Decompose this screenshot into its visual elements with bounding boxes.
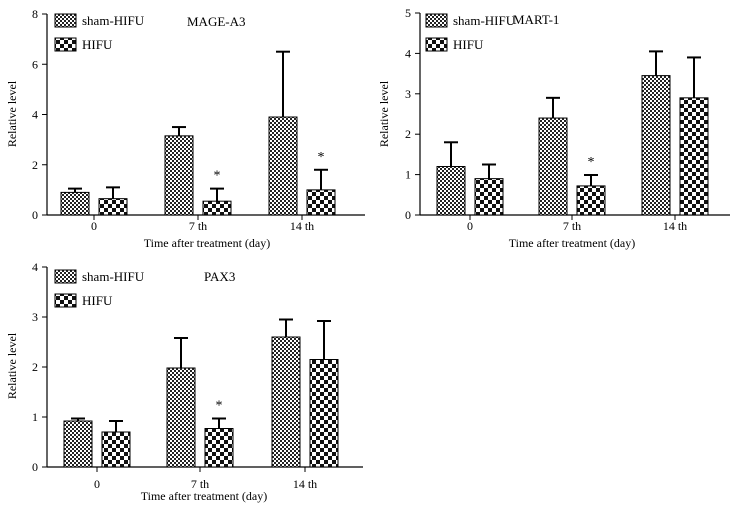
x-tick-label: 7 th (563, 219, 581, 233)
x-axis-label: Time after treatment (day) (141, 489, 268, 503)
legend-label: sham-HIFU (453, 13, 516, 28)
y-tick-label: 4 (32, 260, 38, 274)
legend-swatch (54, 37, 77, 52)
legend-label: sham-HIFU (82, 269, 145, 284)
y-tick-label: 0 (32, 460, 38, 474)
bar-sham-hifu (436, 166, 466, 216)
significance-star: * (216, 399, 223, 414)
bar-hifu (576, 185, 606, 216)
bar-sham-hifu (63, 420, 93, 468)
bar-hifu (306, 189, 336, 216)
legend-label: sham-HIFU (82, 13, 145, 28)
chart-title: PAX3 (204, 269, 235, 284)
y-tick-label: 5 (405, 6, 411, 20)
bar-sham-hifu (164, 135, 194, 216)
legend-swatch (425, 37, 448, 52)
y-tick-label: 3 (405, 87, 411, 101)
y-tick-label: 1 (32, 410, 38, 424)
y-tick-label: 4 (405, 46, 411, 60)
x-tick-label: 7 th (191, 477, 209, 491)
y-tick-label: 0 (32, 208, 38, 222)
chart-title: MART-1 (513, 12, 559, 27)
x-axis-label: Time after treatment (day) (144, 236, 271, 250)
bar-hifu (202, 200, 232, 216)
x-tick-label: 7 th (189, 219, 207, 233)
legend-label: HIFU (453, 37, 484, 52)
y-axis-label: Relative level (5, 80, 19, 147)
bar-hifu (101, 431, 131, 468)
legend-swatch (54, 13, 77, 28)
y-axis-label: Relative level (377, 80, 391, 147)
y-tick-label: 0 (405, 208, 411, 222)
bar-sham-hifu (166, 367, 196, 468)
y-tick-label: 3 (32, 310, 38, 324)
significance-star: * (318, 150, 325, 165)
significance-star: * (588, 155, 595, 170)
bar-sham-hifu (641, 75, 671, 216)
bar-sham-hifu (271, 336, 301, 468)
x-tick-label: 0 (94, 477, 100, 491)
legend-label: HIFU (82, 293, 113, 308)
x-axis-label: Time after treatment (day) (509, 236, 636, 250)
bar-sham-hifu (60, 191, 90, 216)
y-tick-label: 1 (405, 168, 411, 182)
y-tick-label: 8 (32, 7, 38, 21)
legend-label: HIFU (82, 37, 113, 52)
y-tick-label: 4 (32, 108, 38, 122)
bar-sham-hifu (538, 117, 568, 216)
bar-sham-hifu (268, 116, 298, 216)
x-tick-label: 0 (467, 219, 473, 233)
y-tick-label: 2 (405, 127, 411, 141)
y-tick-label: 6 (32, 57, 38, 71)
x-tick-label: 14 th (663, 219, 687, 233)
y-tick-label: 2 (32, 360, 38, 374)
legend-swatch (54, 269, 77, 284)
bar-hifu (204, 428, 234, 468)
x-tick-label: 14 th (290, 219, 314, 233)
y-axis-label: Relative level (5, 332, 19, 399)
bar-hifu (309, 359, 339, 468)
chart-panel-0: 0 2 4 6 8 0 7 th 14 th * * MAGE-A3 sham-HIFU HIFU Rel… (5, 7, 365, 250)
legend-swatch (425, 13, 448, 28)
legend-swatch (54, 293, 77, 308)
y-tick-label: 2 (32, 158, 38, 172)
bar-hifu (474, 178, 504, 216)
significance-star: * (214, 169, 221, 184)
bar-hifu (679, 97, 709, 216)
bar-hifu (98, 198, 128, 216)
chart-panel-2: 0 1 2 3 4 0 7 th 14 th * PAX3 sham-HIFU HIFU Relativ… (5, 260, 363, 503)
x-tick-label: 0 (91, 219, 97, 233)
chart-title: MAGE-A3 (187, 14, 246, 29)
x-tick-label: 14 th (293, 477, 317, 491)
